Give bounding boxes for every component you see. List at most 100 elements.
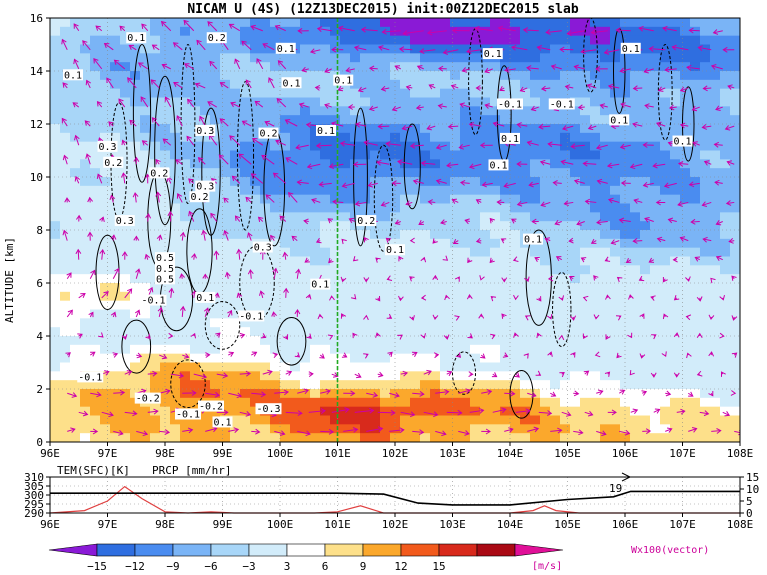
field-cell: [710, 327, 721, 337]
field-cell: [460, 344, 471, 355]
contour-line: [452, 351, 476, 395]
field-cell: [520, 433, 531, 442]
field-cell: [100, 283, 111, 293]
field-cell: [380, 406, 391, 417]
field-cell: [200, 433, 211, 442]
wind-vector-head: [624, 429, 631, 436]
field-cell: [120, 203, 131, 213]
colorbar-swatch: [172, 543, 212, 557]
field-cell: [670, 203, 681, 213]
field-cell: [730, 106, 740, 116]
field-cell: [70, 300, 81, 311]
wind-vector-head: [531, 218, 537, 225]
field-cell: [420, 212, 431, 222]
field-cell: [120, 18, 131, 28]
field-cell: [220, 336, 231, 346]
field-cell: [500, 247, 511, 258]
field-cell: [240, 238, 251, 249]
field-cell: [710, 141, 721, 152]
field-cell: [260, 230, 271, 240]
wind-vector: [161, 21, 172, 32]
field-cell: [580, 44, 591, 54]
field-cell: [130, 79, 141, 90]
field-cell: [640, 221, 651, 231]
field-cell: [480, 274, 491, 284]
field-cell: [220, 424, 231, 434]
field-cell: [520, 53, 531, 63]
wind-vector-head: [616, 276, 623, 283]
field-cell: [580, 265, 591, 275]
field-cell: [460, 203, 471, 213]
field-cell: [540, 106, 551, 116]
field-cell: [450, 433, 461, 442]
field-cell: [270, 327, 281, 337]
field-cell: [630, 291, 641, 302]
field-cell: [110, 424, 121, 434]
field-cell: [590, 283, 601, 293]
field-cell: [100, 247, 111, 258]
wind-vector-head: [641, 390, 648, 396]
wind-vector: [665, 68, 677, 71]
field-cell: [150, 336, 161, 346]
field-cell: [650, 389, 661, 399]
field-cell: [610, 362, 621, 372]
field-cell: [490, 274, 501, 284]
field-cell: [700, 62, 711, 72]
field-cell: [320, 53, 331, 63]
wind-vector-head: [61, 117, 67, 124]
field-cell: [270, 238, 281, 249]
field-cell: [320, 265, 331, 275]
wind-vector-head: [466, 293, 473, 300]
field-cell: [670, 150, 681, 160]
field-cell: [100, 424, 111, 434]
field-cell: [290, 150, 301, 160]
field-cell: [260, 97, 271, 107]
field-cell: [580, 415, 591, 425]
field-cell: [410, 274, 421, 284]
field-cell: [330, 309, 341, 319]
field-cell: [420, 53, 431, 63]
field-cell: [350, 53, 361, 63]
wind-vector: [209, 61, 218, 70]
field-cell: [450, 371, 461, 381]
field-cell: [130, 291, 141, 302]
field-cell: [70, 141, 81, 152]
field-cell: [500, 353, 511, 364]
field-cell: [460, 397, 471, 408]
field-cell: [660, 336, 671, 346]
field-cell: [100, 79, 111, 90]
wind-vector: [571, 144, 585, 148]
field-cell: [440, 97, 451, 107]
wind-vector-head: [285, 157, 291, 163]
field-cell: [310, 88, 321, 99]
wind-vector: [343, 428, 358, 432]
wind-vector-head: [730, 390, 737, 396]
wind-vector-head: [272, 352, 279, 359]
field-cell: [490, 424, 501, 434]
field-cell: [310, 433, 321, 442]
field-cell: [250, 380, 261, 390]
field-cell: [300, 238, 311, 249]
field-cell: [50, 238, 61, 249]
surface-x-tick-label: 97E: [98, 518, 118, 531]
field-cell: [650, 344, 661, 355]
field-cell: [340, 283, 351, 293]
wind-vector-head: [262, 43, 268, 49]
field-cell: [80, 274, 91, 284]
field-cell: [110, 371, 121, 381]
field-cell: [710, 132, 721, 143]
wind-vector-head: [411, 351, 418, 357]
wind-vector-head: [714, 179, 720, 186]
field-cell: [590, 212, 601, 222]
wind-vector-head: [586, 83, 593, 89]
wind-vector: [229, 23, 241, 32]
field-cell: [550, 353, 561, 364]
field-cell: [590, 79, 601, 90]
field-cell: [310, 115, 321, 125]
wind-vector-head: [691, 105, 698, 112]
wind-vector-head: [245, 411, 252, 417]
field-cell: [610, 247, 621, 258]
wind-vector-head: [550, 64, 557, 70]
field-cell: [570, 194, 581, 205]
wind-vector-head: [183, 63, 190, 69]
